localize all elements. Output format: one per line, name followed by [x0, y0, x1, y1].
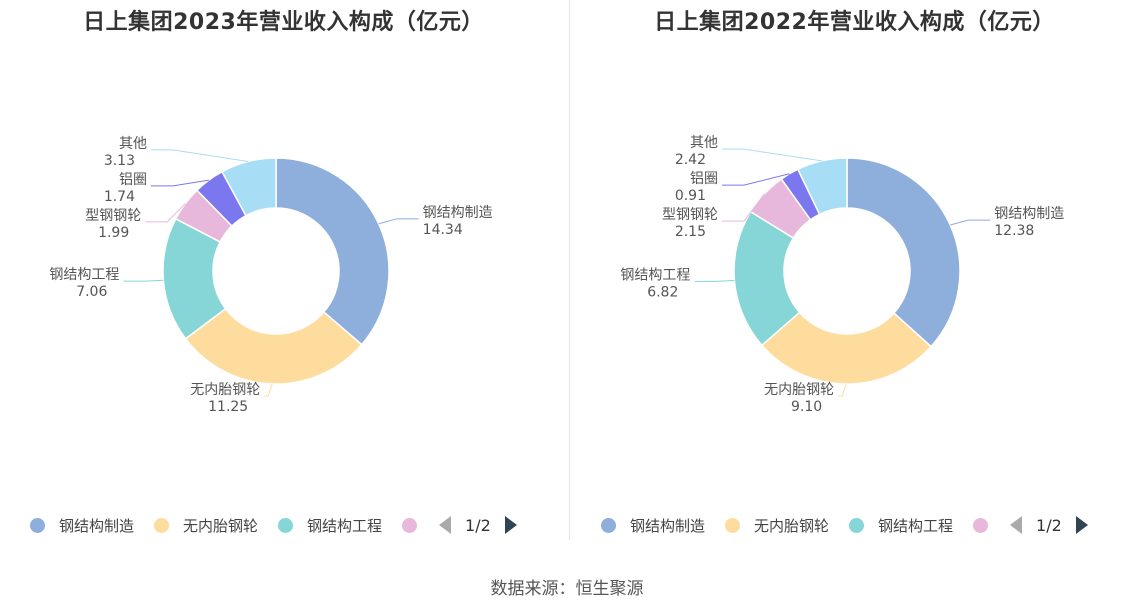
label-leader-line [722, 148, 822, 162]
legend-item-steel-manufacturing[interactable]: 钢结构制造 [30, 515, 134, 536]
slice-category-label: 钢结构制造 [994, 206, 1064, 222]
slice-value-label: 0.91 [675, 188, 706, 204]
legend-item-steel-engineering[interactable]: 钢结构工程 [849, 515, 953, 536]
slice-value-label: 2.42 [675, 152, 706, 168]
legend-dot [278, 517, 294, 533]
chart-panel-2023: 日上集团2023年营业收入构成（亿元） 钢结构制造 14.34 无内胎钢轮 11.25… [0, 0, 567, 560]
legend-dot [601, 517, 616, 533]
pie-slice-5[interactable] [796, 157, 848, 216]
slice-value-label: 7.06 [76, 284, 107, 300]
slice-value-label: 1.99 [98, 225, 129, 241]
label-leader-line [264, 383, 273, 397]
legend-label: 无内胎钢轮 [754, 516, 830, 535]
legend-dot [154, 517, 170, 533]
legend-label: 钢结构制造 [630, 516, 706, 535]
slice-category-label: 铝圈 [690, 171, 718, 187]
legend-dot [725, 517, 741, 533]
legend-label: 钢结构工程 [878, 516, 954, 535]
legend-dot [849, 517, 865, 533]
slice-category-label: 铝圈 [119, 172, 147, 188]
slice-category-label: 无内胎钢轮 [764, 382, 834, 398]
panel-divider [569, 0, 570, 540]
label-leader-line [123, 279, 164, 282]
pie-slice-5[interactable] [221, 157, 277, 217]
legend-item-steel-engineering[interactable]: 钢结构工程 [278, 515, 382, 536]
label-leader-line [145, 203, 186, 223]
legend-pager: 1/2 [439, 516, 517, 535]
slice-value-label: 9.10 [791, 399, 822, 415]
slice-category-label: 无内胎钢轮 [190, 382, 260, 398]
pie-slice-0[interactable] [275, 157, 390, 346]
prev-page-icon[interactable] [439, 516, 452, 534]
label-leader-line [838, 383, 847, 397]
slice-category-label: 其他 [690, 135, 718, 151]
legend-item-tubeless-wheel[interactable]: 无内胎钢轮 [154, 515, 258, 536]
pie-slice-0[interactable] [846, 157, 961, 348]
label-leader-line [950, 219, 991, 226]
legend-label: 无内胎钢轮 [183, 516, 259, 535]
legend: 钢结构制造 无内胎钢轮 钢结构工程 1/2 [601, 512, 1088, 538]
legend-item-partial[interactable] [402, 517, 431, 533]
slice-value-label: 1.74 [104, 189, 135, 205]
label-leader-line [722, 173, 790, 186]
slice-value-label: 6.82 [647, 284, 678, 300]
slice-category-label: 钢结构工程 [49, 267, 119, 283]
slice-category-label: 钢结构工程 [620, 267, 690, 283]
chart-panel-2022: 日上集团2022年营业收入构成（亿元） 钢结构制造 12.38 无内胎钢轮 9.10 钢… [571, 0, 1134, 560]
legend: 钢结构制造 无内胎钢轮 钢结构工程 1/2 [30, 512, 517, 538]
slice-value-label: 2.15 [675, 224, 706, 240]
legend-page-indicator: 1/2 [1036, 515, 1062, 535]
data-source: 数据来源：恒生聚源 [490, 579, 644, 599]
slice-category-label: 型钢钢轮 [662, 207, 718, 223]
legend-label: 钢结构制造 [59, 516, 135, 535]
pie-slice-1[interactable] [184, 307, 363, 385]
label-leader-line [378, 218, 419, 225]
slice-category-label: 钢结构制造 [423, 205, 493, 221]
label-leader-line [722, 193, 765, 222]
pie-slice-1[interactable] [760, 311, 933, 385]
legend-item-steel-manufacturing[interactable]: 钢结构制造 [601, 515, 705, 536]
legend-page-indicator: 1/2 [465, 515, 491, 535]
legend-pager: 1/2 [1010, 516, 1088, 535]
slice-category-label: 型钢钢轮 [85, 208, 141, 224]
slice-value-label: 11.25 [208, 399, 248, 415]
slice-category-label: 其他 [119, 136, 147, 152]
legend-dot [973, 517, 989, 533]
legend-item-partial[interactable] [973, 517, 1002, 533]
chart-title: 日上集团2022年营业收入构成（亿元） [654, 10, 1055, 35]
legend-item-tubeless-wheel[interactable]: 无内胎钢轮 [725, 515, 829, 536]
next-page-icon[interactable] [504, 516, 517, 534]
legend-label: 钢结构工程 [307, 516, 383, 535]
label-leader-line [151, 149, 249, 162]
slice-value-label: 3.13 [104, 153, 135, 169]
prev-page-icon[interactable] [1010, 516, 1023, 534]
legend-dot [30, 517, 45, 533]
next-page-icon[interactable] [1075, 516, 1088, 534]
slice-value-label: 14.34 [423, 222, 463, 238]
label-leader-line [694, 279, 735, 282]
slice-value-label: 12.38 [994, 223, 1034, 239]
label-leader-line [151, 179, 209, 187]
legend-dot [402, 517, 418, 533]
chart-title: 日上集团2023年营业收入构成（亿元） [83, 10, 484, 35]
